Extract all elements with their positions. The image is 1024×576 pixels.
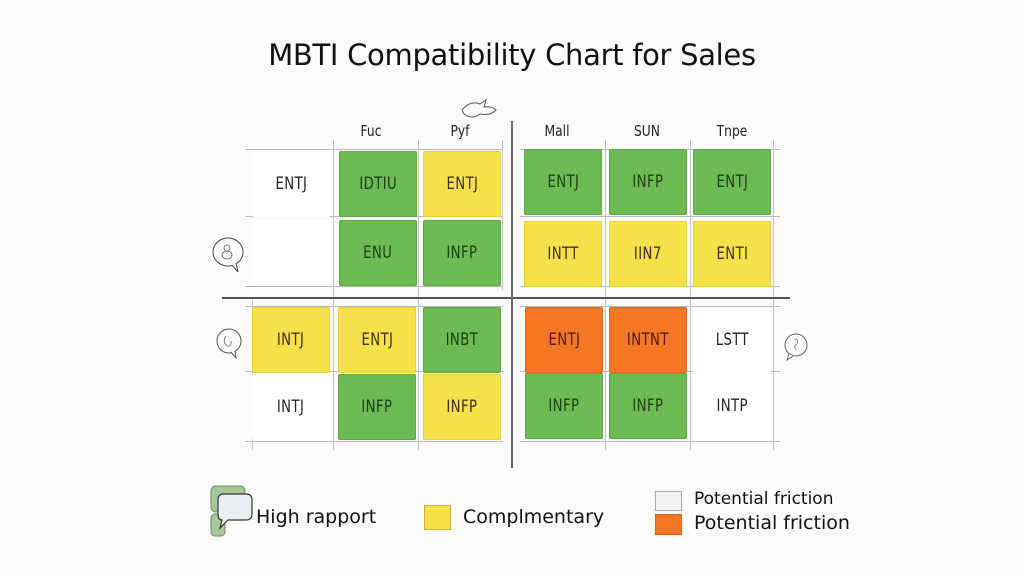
legend-label-complementary: Complmentary [463,506,605,528]
grid-cell: ENTJ [252,151,330,217]
grid-cell: INBT [423,307,501,373]
grid-cell [252,220,330,286]
grid-cell: INTP [693,373,771,439]
grid-cell: IIN7 [609,221,687,287]
column-header: SUN [633,122,661,140]
orange-swatch [655,514,682,535]
legend-label-friction-neutral: Potential friction [694,489,834,509]
grid-cell: ENTJ [338,307,416,373]
grid-cell: INTJ [252,307,330,373]
grid-cell: ENTJ [423,151,501,217]
column-header: Pyf [450,122,470,140]
grid-cell: ENTJ [693,149,771,215]
speech-bubble-icon [212,237,244,273]
legend-label-high-rapport: High rapport [256,506,377,528]
white-swatch [655,491,682,511]
grid-cell: IDTIU [339,151,417,217]
grid-cell: LSTT [693,307,771,373]
grid-cell: INFP [609,149,687,215]
column-header: Tnpe [716,122,748,140]
legend-label-friction: Potential friction [694,512,850,534]
column-header: Mall [544,122,570,140]
speech-bubble-icon [784,333,808,362]
column-header: Fuc [360,122,382,140]
speech-bubble-icon [216,328,242,360]
yellow-swatch [424,505,451,530]
grid-cell: INFP [338,374,416,440]
grid-cell: INTNT [609,307,687,373]
grid-cell: ENTJ [525,307,603,373]
grid-cell: INFP [423,220,501,286]
vertical-divider [511,121,513,468]
grid-cell: INFP [609,373,687,439]
grid-cell: INTJ [252,374,330,440]
grid-cell: INTT [524,221,602,287]
grid-cell: ENTI [693,221,771,287]
grid-cell: INFP [525,373,603,439]
grid-cell: ENU [339,220,417,286]
speech-bubbles-icon [210,485,253,537]
grid-cell: INFP [423,374,501,440]
page-title: MBTI Compatibility Chart for Sales [268,38,756,72]
fish-doodle-icon [461,98,497,118]
horizontal-divider [222,297,790,299]
grid-cell: ENTJ [524,149,602,215]
